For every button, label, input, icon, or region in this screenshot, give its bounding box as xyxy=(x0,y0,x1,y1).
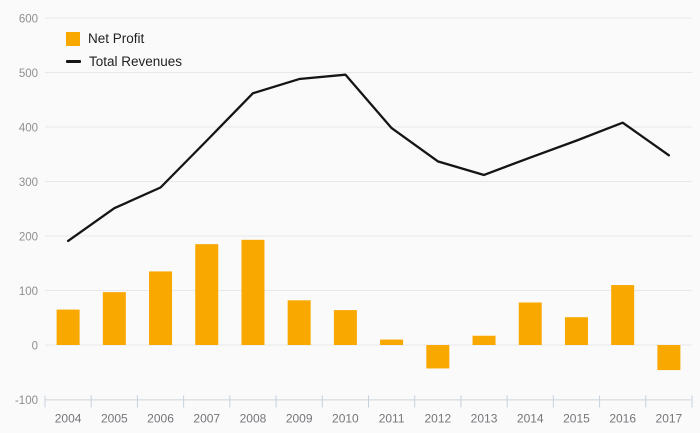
net-profit-swatch-icon xyxy=(66,31,80,46)
net-profit-bar-2010[interactable] xyxy=(333,310,357,345)
x-axis-label-2013: 2013 xyxy=(471,412,498,426)
legend-item-total-revenues[interactable]: Total Revenues xyxy=(66,53,182,70)
legend: Net Profit Total Revenues xyxy=(66,30,182,70)
y-axis-label-200: 200 xyxy=(19,232,38,244)
net-profit-bar-2013[interactable] xyxy=(472,335,496,345)
x-axis-label-2005: 2005 xyxy=(101,412,128,426)
total-revenues-swatch-icon xyxy=(66,60,81,63)
net-profit-bar-2012[interactable] xyxy=(426,345,450,369)
net-profit-bar-2006[interactable] xyxy=(149,271,173,345)
x-axis-label-2016: 2016 xyxy=(609,412,636,426)
y-axis-label-400: 400 xyxy=(19,123,38,135)
x-axis-label-2010: 2010 xyxy=(332,412,359,426)
net-profit-bar-2008[interactable] xyxy=(241,239,265,345)
net-profit-bar-2011[interactable] xyxy=(380,339,404,345)
net-profit-bar-2015[interactable] xyxy=(564,317,588,345)
net-profit-bar-2007[interactable] xyxy=(195,244,219,345)
net-profit-bar-2014[interactable] xyxy=(518,302,542,345)
net-profit-bar-2016[interactable] xyxy=(611,285,635,345)
y-axis-label-500: 500 xyxy=(19,68,38,80)
net-profit-bar-2005[interactable] xyxy=(102,292,126,345)
x-axis-label-2007: 2007 xyxy=(193,412,220,426)
net-profit-bar-2004[interactable] xyxy=(56,309,80,345)
total-revenues-line[interactable] xyxy=(66,73,671,243)
x-axis-label-2015: 2015 xyxy=(563,412,590,426)
x-axis-label-2012: 2012 xyxy=(424,412,451,426)
y-axis-label--100: -100 xyxy=(15,395,38,407)
legend-item-net-profit[interactable]: Net Profit xyxy=(66,30,182,47)
y-axis-label-0: 0 xyxy=(32,341,38,353)
y-axis-label-100: 100 xyxy=(19,286,38,298)
legend-label-total-revenues: Total Revenues xyxy=(89,54,183,69)
net-profit-bar-2017[interactable] xyxy=(657,345,681,371)
x-axis-label-2011: 2011 xyxy=(379,412,405,426)
y-axis-label-600: 600 xyxy=(19,14,38,26)
y-axis-label-300: 300 xyxy=(19,177,38,189)
legend-label-net-profit: Net Profit xyxy=(88,31,145,46)
x-axis-label-2009: 2009 xyxy=(286,412,313,426)
net-profit-bar-2009[interactable] xyxy=(287,300,311,345)
x-axis-label-2017: 2017 xyxy=(656,412,683,426)
x-axis-label-2006: 2006 xyxy=(147,412,174,426)
x-axis-label-2014: 2014 xyxy=(517,412,544,426)
x-axis-label-2004: 2004 xyxy=(55,412,82,426)
x-axis-label-2008: 2008 xyxy=(240,412,267,426)
